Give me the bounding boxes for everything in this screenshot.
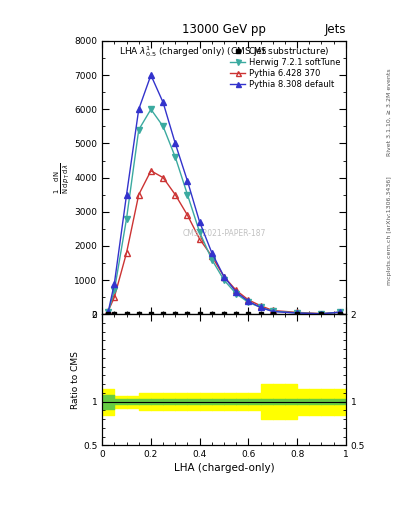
Pythia 6.428 370 bbox=[112, 294, 117, 300]
Pythia 6.428 370 bbox=[337, 309, 342, 315]
CMS bbox=[173, 311, 178, 317]
Herwig 7.2.1 softTune bbox=[258, 304, 263, 310]
Herwig 7.2.1 softTune bbox=[112, 287, 117, 293]
Pythia 6.428 370 bbox=[258, 303, 263, 309]
Line: Pythia 8.308 default: Pythia 8.308 default bbox=[105, 72, 343, 316]
CMS bbox=[136, 311, 141, 317]
Herwig 7.2.1 softTune bbox=[209, 257, 214, 263]
Pythia 6.428 370 bbox=[149, 168, 153, 174]
Pythia 8.308 default bbox=[197, 219, 202, 225]
Pythia 6.428 370 bbox=[161, 175, 165, 181]
CMS bbox=[246, 311, 251, 317]
Pythia 8.308 default bbox=[222, 273, 226, 280]
Herwig 7.2.1 softTune bbox=[124, 216, 129, 222]
Herwig 7.2.1 softTune bbox=[136, 126, 141, 133]
Pythia 6.428 370 bbox=[136, 191, 141, 198]
Pythia 8.308 default bbox=[337, 309, 342, 315]
Herwig 7.2.1 softTune bbox=[222, 277, 226, 283]
X-axis label: LHA (charged-only): LHA (charged-only) bbox=[174, 463, 274, 474]
Pythia 6.428 370 bbox=[319, 310, 324, 316]
Pythia 6.428 370 bbox=[246, 297, 251, 303]
Pythia 6.428 370 bbox=[197, 236, 202, 242]
Pythia 8.308 default bbox=[270, 308, 275, 314]
Y-axis label: $\frac{1}{\mathrm{N}} \frac{\mathrm{d}\,\mathrm{N}}{\mathrm{d}\,p_\mathrm{T}\,\m: $\frac{1}{\mathrm{N}} \frac{\mathrm{d}\,… bbox=[52, 162, 72, 194]
Line: CMS: CMS bbox=[106, 312, 342, 317]
CMS bbox=[258, 311, 263, 317]
Pythia 8.308 default bbox=[149, 72, 153, 78]
Pythia 8.308 default bbox=[124, 191, 129, 198]
CMS bbox=[234, 311, 239, 317]
Pythia 8.308 default bbox=[112, 281, 117, 287]
Pythia 8.308 default bbox=[258, 304, 263, 310]
Pythia 8.308 default bbox=[106, 308, 111, 314]
Pythia 6.428 370 bbox=[295, 309, 299, 315]
Pythia 6.428 370 bbox=[222, 273, 226, 280]
Pythia 6.428 370 bbox=[173, 191, 178, 198]
CMS bbox=[106, 311, 111, 317]
CMS bbox=[270, 311, 275, 317]
CMS bbox=[295, 311, 299, 317]
Pythia 8.308 default bbox=[209, 250, 214, 256]
Herwig 7.2.1 softTune bbox=[295, 310, 299, 316]
Text: Rivet 3.1.10, ≥ 3.2M events: Rivet 3.1.10, ≥ 3.2M events bbox=[387, 69, 391, 157]
Line: Herwig 7.2.1 softTune: Herwig 7.2.1 softTune bbox=[105, 106, 343, 316]
Line: Pythia 6.428 370: Pythia 6.428 370 bbox=[105, 168, 343, 316]
Pythia 6.428 370 bbox=[234, 287, 239, 293]
CMS bbox=[149, 311, 153, 317]
Herwig 7.2.1 softTune bbox=[319, 311, 324, 317]
Pythia 6.428 370 bbox=[270, 307, 275, 313]
Pythia 6.428 370 bbox=[209, 253, 214, 259]
Herwig 7.2.1 softTune bbox=[337, 309, 342, 315]
Herwig 7.2.1 softTune bbox=[270, 308, 275, 314]
Pythia 8.308 default bbox=[136, 106, 141, 112]
Legend: CMS, Herwig 7.2.1 softTune, Pythia 6.428 370, Pythia 8.308 default: CMS, Herwig 7.2.1 softTune, Pythia 6.428… bbox=[227, 44, 343, 92]
Pythia 8.308 default bbox=[295, 310, 299, 316]
Text: 13000 GeV pp: 13000 GeV pp bbox=[182, 23, 266, 36]
Herwig 7.2.1 softTune bbox=[161, 123, 165, 130]
Pythia 8.308 default bbox=[234, 289, 239, 295]
Pythia 8.308 default bbox=[173, 140, 178, 146]
CMS bbox=[185, 311, 190, 317]
Herwig 7.2.1 softTune bbox=[234, 291, 239, 297]
Y-axis label: Ratio to CMS: Ratio to CMS bbox=[71, 351, 80, 409]
Pythia 8.308 default bbox=[161, 99, 165, 105]
Text: Jets: Jets bbox=[324, 23, 346, 36]
CMS bbox=[222, 311, 226, 317]
Herwig 7.2.1 softTune bbox=[185, 191, 190, 198]
CMS bbox=[124, 311, 129, 317]
Text: mcplots.cern.ch [arXiv:1306.3436]: mcplots.cern.ch [arXiv:1306.3436] bbox=[387, 176, 391, 285]
Pythia 6.428 370 bbox=[106, 308, 111, 314]
Pythia 8.308 default bbox=[319, 311, 324, 317]
Herwig 7.2.1 softTune bbox=[246, 299, 251, 305]
Pythia 6.428 370 bbox=[124, 250, 129, 256]
Herwig 7.2.1 softTune bbox=[197, 229, 202, 236]
Herwig 7.2.1 softTune bbox=[149, 106, 153, 112]
Pythia 8.308 default bbox=[246, 298, 251, 304]
CMS bbox=[209, 311, 214, 317]
Text: CMS_2021-PAPER-187: CMS_2021-PAPER-187 bbox=[182, 228, 266, 237]
CMS bbox=[319, 311, 324, 317]
Herwig 7.2.1 softTune bbox=[106, 309, 111, 315]
CMS bbox=[112, 311, 117, 317]
Text: LHA $\lambda^{1}_{0.5}$ (charged only) (CMS jet substructure): LHA $\lambda^{1}_{0.5}$ (charged only) (… bbox=[119, 44, 329, 58]
Pythia 8.308 default bbox=[185, 178, 190, 184]
Herwig 7.2.1 softTune bbox=[173, 154, 178, 160]
CMS bbox=[197, 311, 202, 317]
Pythia 6.428 370 bbox=[185, 212, 190, 218]
CMS bbox=[337, 311, 342, 317]
CMS bbox=[161, 311, 165, 317]
